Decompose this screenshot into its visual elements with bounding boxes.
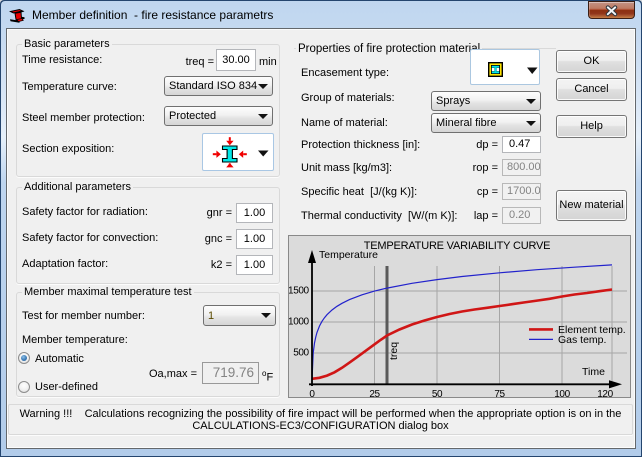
svg-text:Time: Time	[582, 366, 605, 378]
svg-text:500: 500	[293, 348, 309, 359]
svg-text:Temperature: Temperature	[319, 249, 378, 261]
svg-text:25: 25	[369, 389, 380, 397]
svg-text:1000: 1000	[289, 317, 310, 328]
svg-text:treq: treq	[388, 342, 400, 360]
svg-text:120: 120	[597, 389, 613, 397]
svg-text:TEMPERATURE VARIABILITY CURVE: TEMPERATURE VARIABILITY CURVE	[364, 240, 551, 252]
svg-text:50: 50	[432, 389, 443, 397]
svg-text:0: 0	[309, 389, 315, 397]
svg-text:Gas temp.: Gas temp.	[558, 334, 606, 346]
svg-text:100: 100	[554, 389, 570, 397]
svg-text:1500: 1500	[289, 286, 310, 297]
svg-text:75: 75	[494, 389, 505, 397]
svg-text:Element temp.: Element temp.	[558, 324, 626, 336]
